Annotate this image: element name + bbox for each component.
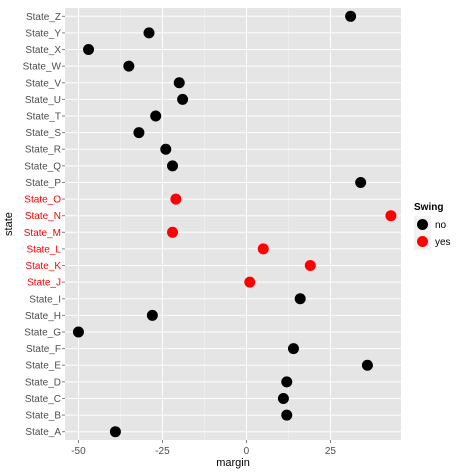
y-tick-label: State_E (25, 361, 61, 372)
y-axis-title: state (3, 212, 15, 236)
y-tick-label: State_W (23, 62, 62, 73)
y-tick-label: State_K (25, 261, 61, 272)
y-tick-label: State_S (25, 128, 61, 139)
data-point (281, 376, 293, 388)
data-point (143, 27, 155, 39)
y-tick-label: State_O (24, 195, 61, 206)
x-tick-label: -50 (71, 446, 86, 457)
data-point (150, 110, 162, 122)
data-point (355, 176, 367, 188)
data-point (167, 226, 179, 238)
y-tick-label: State_M (24, 228, 61, 239)
legend-symbol-no (417, 219, 428, 230)
y-tick-label: State_H (25, 311, 61, 322)
grid-lines (65, 8, 401, 440)
legend-title: Swing (414, 202, 443, 213)
x-tick-label: 25 (325, 446, 337, 457)
data-points (72, 10, 397, 438)
x-axis-tick-labels: -50 -25 0 25 (71, 440, 336, 457)
data-point (123, 60, 135, 72)
data-point (287, 343, 299, 355)
plot-panel (65, 8, 401, 440)
y-tick-label: State_Z (26, 12, 61, 23)
data-point (177, 93, 189, 105)
y-tick-label: State_Y (25, 28, 61, 39)
data-point (345, 10, 357, 22)
data-point (304, 260, 316, 272)
data-point (170, 193, 182, 205)
y-tick-label: State_X (25, 45, 61, 56)
data-point (83, 44, 95, 56)
y-tick-label: State_J (27, 278, 61, 289)
data-point (294, 293, 306, 305)
data-point (167, 160, 179, 172)
y-tick-label: State_T (26, 112, 61, 123)
legend-label-no: no (435, 220, 447, 231)
data-point (133, 127, 145, 139)
y-tick-label: State_N (25, 211, 61, 222)
legend-symbol-yes (417, 236, 428, 247)
data-point (173, 77, 185, 89)
data-point (244, 276, 256, 288)
data-point (257, 243, 269, 255)
y-tick-label: State_G (24, 328, 61, 339)
data-point (385, 210, 397, 222)
y-axis-tick-labels: State_A State_B State_C State_D State_E State… (23, 12, 65, 438)
y-tick-label: State_B (25, 411, 61, 422)
x-tick-label: 0 (244, 446, 250, 457)
y-tick-label: State_U (25, 95, 61, 106)
legend-label-yes: yes (435, 237, 451, 248)
y-tick-label: State_F (26, 344, 61, 355)
y-tick-label: State_P (25, 178, 61, 189)
y-tick-label: State_D (25, 377, 61, 388)
x-tick-label: -25 (155, 446, 170, 457)
data-point (281, 409, 293, 421)
data-point (72, 326, 84, 338)
data-point (146, 309, 158, 321)
data-point (361, 359, 373, 371)
y-tick-label: State_I (29, 294, 61, 305)
data-point (160, 143, 172, 155)
y-tick-label: State_Q (24, 161, 61, 172)
y-tick-label: State_A (25, 427, 61, 438)
x-axis-title: margin (216, 457, 250, 469)
legend: Swing no yes (414, 202, 451, 250)
y-tick-label: State_R (25, 145, 61, 156)
data-point (277, 392, 289, 404)
y-tick-label: State_C (25, 394, 61, 405)
y-tick-label: State_V (25, 78, 61, 89)
data-point (109, 426, 121, 438)
y-tick-label: State_L (27, 244, 62, 255)
